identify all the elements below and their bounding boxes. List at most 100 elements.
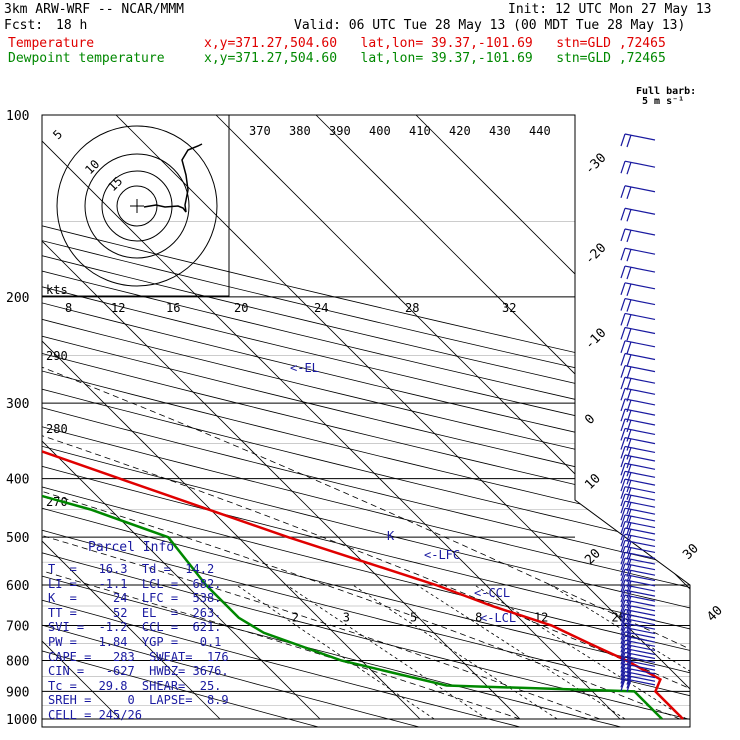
wind-barb-shaft — [624, 408, 656, 416]
theta-label: 420 — [449, 124, 471, 138]
parcel-info-table: T = 16.3 Td = 14.2 LI = -1.1 LCL = 682. K … — [48, 562, 229, 723]
wind-barb-flag — [620, 660, 626, 673]
wind-barb-shaft — [624, 478, 656, 486]
pressure-tick-label: 800 — [6, 654, 29, 669]
wind-barb-flag — [620, 667, 626, 681]
wind-barb-shaft — [624, 557, 656, 565]
wind-barb-flag — [620, 675, 626, 688]
dry-adiabat-line — [42, 115, 690, 727]
mixing-ratio-line — [286, 584, 488, 720]
wind-barb-shaft — [624, 674, 656, 682]
wind-barb-flag — [626, 229, 632, 243]
wind-barb-shaft — [624, 326, 656, 335]
wind-barb-shaft — [624, 133, 656, 141]
wind-barb-flag — [626, 341, 632, 355]
lfc-annotation: <-LFC — [424, 548, 460, 562]
theta-label: 430 — [489, 124, 511, 138]
wind-barb-flag — [620, 671, 626, 684]
wind-barb-flag — [626, 653, 632, 666]
hodograph-ring — [56, 125, 218, 287]
pressure-tick-label: 300 — [6, 397, 29, 412]
wind-barb-flag — [620, 563, 626, 576]
wind-barb-flag — [626, 632, 632, 646]
wind-barb-flag — [626, 314, 632, 327]
wind-barb-shaft — [624, 265, 656, 273]
wind-barb-shaft — [624, 618, 656, 626]
hodograph-speed-label: 8 — [65, 301, 72, 315]
theta-label: 410 — [409, 124, 431, 138]
mixing-ratio-line — [236, 584, 435, 720]
dry-adiabat-line — [42, 115, 641, 727]
mixing-ratio-label: 5 — [410, 610, 417, 624]
wind-barb-shaft — [624, 539, 656, 548]
theta-label: 390 — [329, 124, 351, 138]
wind-barb-shaft — [624, 297, 656, 306]
wind-barb-shaft — [624, 594, 656, 602]
wind-barb-flag — [626, 614, 632, 628]
wind-barb-flag — [620, 627, 626, 640]
wind-barb-shaft — [624, 574, 656, 582]
wind-barb-flag — [620, 428, 626, 441]
wind-barb-flag — [620, 463, 626, 476]
fcst-label: Fcst: — [4, 18, 44, 33]
theta-label-left: 280 — [46, 422, 68, 436]
isotherm-label-right: 30 — [680, 541, 702, 563]
wind-barb-shaft — [624, 568, 656, 576]
wind-barb-flag — [620, 613, 626, 627]
wind-barb-flag — [626, 209, 632, 222]
wind-barb-flag — [620, 185, 626, 198]
parcel-info-title: Parcel Info — [88, 540, 175, 555]
wind-barb-flag — [620, 265, 626, 279]
wind-barb-flag — [620, 471, 626, 484]
moist-adiabat-line — [42, 296, 601, 720]
parcel-info-row: T = 16.3 Td = 14.2 — [48, 562, 215, 576]
wind-barb-flag — [620, 353, 626, 366]
wind-barb-shaft — [624, 626, 656, 635]
barb-legend-value: 5 m s⁻¹ — [642, 96, 684, 107]
dry-adiabat-line — [42, 115, 690, 727]
frame-outline — [41, 114, 691, 728]
ccl-annotation: <-CCL — [474, 586, 510, 600]
wind-barb-flag — [626, 266, 632, 280]
wind-barb-shaft — [624, 500, 656, 508]
wind-barb-flag — [620, 656, 626, 669]
wind-barb-shaft — [624, 589, 656, 597]
wind-barb-shaft — [624, 247, 656, 255]
isotherm-label-right: -30 — [582, 151, 609, 178]
diagram-background-lines — [42, 115, 690, 727]
pressure-tick-label: 100 — [6, 109, 29, 124]
wind-barb-flag — [626, 366, 632, 379]
wind-barb-shaft — [624, 445, 656, 454]
isotherm-label-right: 40 — [704, 603, 726, 625]
wind-barb-flag — [626, 610, 632, 623]
wind-barb-flag — [620, 388, 626, 401]
wind-barb-flag — [620, 604, 626, 617]
isotherm-label-right: 20 — [582, 546, 604, 568]
wind-barb-flag — [620, 557, 626, 571]
parcel-info-row: SVI = -1.2 CCL = 621. — [48, 620, 222, 635]
wind-barb-flag — [626, 636, 632, 650]
wind-barb-flag — [626, 378, 632, 391]
dry-adiabat-line — [42, 115, 690, 727]
wind-barb-shaft — [624, 599, 656, 607]
hodograph-ring-label: 5 — [50, 127, 65, 142]
wind-barb-flag — [620, 618, 626, 631]
wind-barb-flag — [626, 455, 632, 469]
pressure-tick-label: 1000 — [6, 713, 37, 728]
mixing-ratio-label: 2 — [292, 610, 299, 624]
theta-label: 380 — [289, 124, 311, 138]
wind-barb-flag — [620, 584, 626, 598]
parcel-info-row: LI = -1.1 LCL = 682. — [48, 576, 222, 591]
dry-adiabat-line — [42, 115, 690, 727]
wind-barb-shaft — [624, 228, 656, 236]
isotherm-line — [42, 115, 321, 720]
wind-barb-flag — [620, 398, 626, 412]
wind-barb-shaft — [624, 667, 656, 675]
wind-barb-flag — [626, 605, 632, 618]
parcel-annotations: <-EL <-LFC <-CCL <-LCL K — [290, 361, 516, 625]
wind-barb-flag — [620, 527, 626, 541]
wind-barb-flag — [620, 678, 626, 692]
wind-barb-flag — [626, 161, 632, 175]
theta-label: 370 — [249, 124, 271, 138]
barb-legend-title: Full barb: — [636, 86, 696, 97]
